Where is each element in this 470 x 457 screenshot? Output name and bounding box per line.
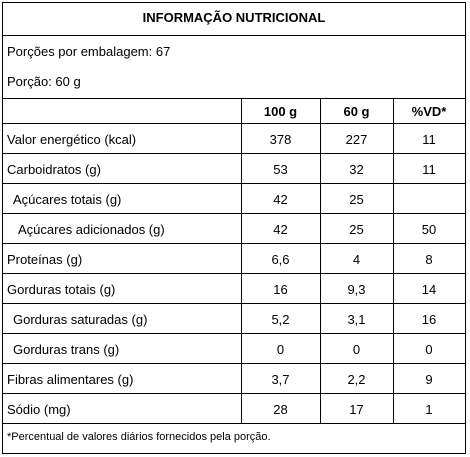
nutrient-label: Gorduras saturadas (g) [13,312,148,327]
value-100g: 28 [273,402,288,417]
value-100g: 378 [269,132,292,147]
column-header-60g: 60 g [343,104,370,119]
row-divider [3,273,465,274]
row-divider [3,213,465,214]
value-60g: 0 [352,342,361,357]
value-60g: 3,1 [347,312,366,327]
nutrient-label: Açúcares totais (g) [13,192,122,207]
value-100g: 53 [273,162,288,177]
row-divider [3,243,465,244]
row-divider [3,153,465,154]
divider [3,123,465,124]
divider [3,35,465,36]
column-header-vd: %VD* [411,104,447,119]
nutrition-facts-table: INFORMAÇÃO NUTRICIONAL Porções por embal… [2,2,466,454]
value-vd: 16 [421,312,437,327]
value-100g: 42 [273,222,288,237]
row-divider [3,393,465,394]
nutrient-label: Açúcares adicionados (g) [18,222,165,237]
column-divider [320,98,321,423]
nutrient-label: Fibras alimentares (g) [7,372,134,387]
value-100g: 5,2 [271,312,290,327]
nutrient-label: Proteínas (g) [7,252,83,267]
footnote: *Percentual de valores diários fornecido… [7,431,271,443]
nutrient-label: Gorduras trans (g) [13,342,120,357]
value-60g: 4 [352,252,361,267]
column-header-100g: 100 g [263,104,298,119]
value-vd: 0 [425,342,433,357]
value-vd: 8 [425,252,433,267]
nutrient-label: Gorduras totais (g) [7,282,116,297]
value-60g: 25 [349,222,364,237]
row-divider [3,363,465,364]
servings-per-package: Porções por embalagem: 67 [7,44,171,59]
row-divider [3,423,465,424]
value-100g: 16 [273,282,288,297]
row-divider [3,303,465,304]
value-vd: 9 [425,372,433,387]
value-60g: 17 [349,402,364,417]
column-divider [393,98,394,423]
value-60g: 227 [345,132,368,147]
nutrient-label: Valor energético (kcal) [7,132,137,147]
nutrient-label: Sódio (mg) [7,402,71,417]
value-60g: 32 [349,162,364,177]
nutrient-label: Carboidratos (g) [7,162,101,177]
table-title: INFORMAÇÃO NUTRICIONAL [142,10,326,25]
value-100g: 6,6 [271,252,290,267]
value-60g: 9,3 [347,282,366,297]
value-vd: 11 [422,162,436,177]
value-vd: 1 [425,402,433,417]
divider [3,98,465,99]
value-100g: 3,7 [271,372,290,387]
value-100g: 42 [273,192,288,207]
value-60g: 2,2 [347,372,366,387]
value-vd: 14 [421,282,437,297]
value-100g: 0 [276,342,285,357]
row-divider [3,183,465,184]
value-vd: 11 [422,132,436,147]
column-divider [241,98,242,423]
row-divider [3,333,465,334]
value-vd: 50 [421,222,437,237]
serving-size: Porção: 60 g [7,74,81,89]
value-60g: 25 [349,192,364,207]
